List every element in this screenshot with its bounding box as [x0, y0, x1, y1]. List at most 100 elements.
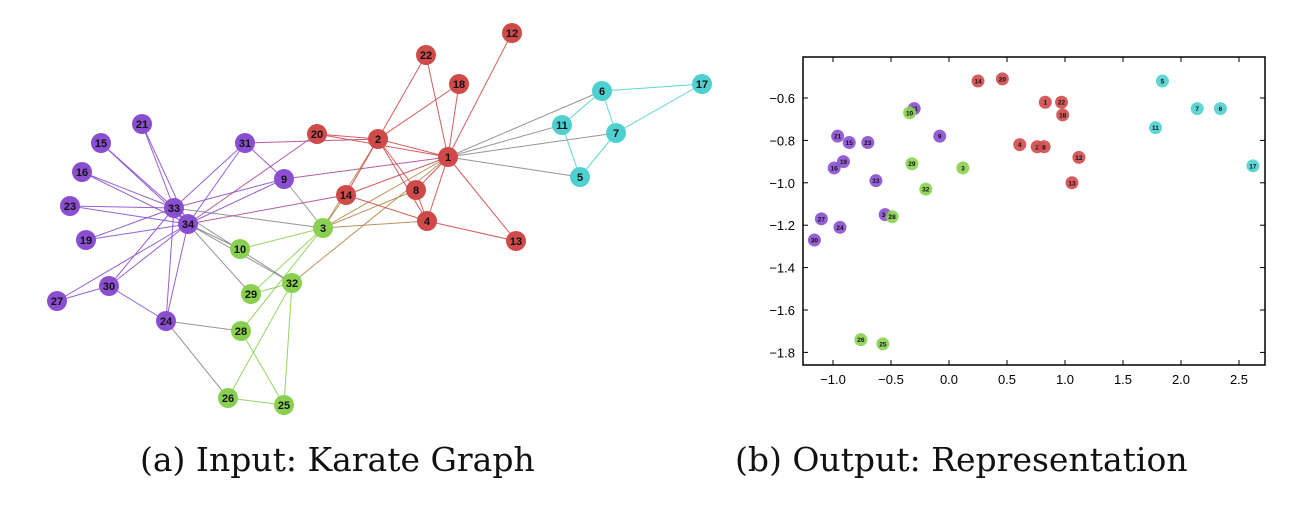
graph-edge [85, 207, 175, 241]
graph-node: 30 [99, 276, 119, 296]
graph-node: 14 [336, 185, 356, 205]
node-label: 5 [577, 172, 583, 184]
node-label: 18 [453, 79, 465, 91]
graph-edge [322, 156, 449, 229]
node-circle [692, 74, 712, 94]
graph-edge [250, 227, 324, 295]
scatter-point: 29 [905, 157, 919, 171]
node-circle [506, 231, 526, 251]
point-marker [1190, 102, 1204, 116]
node-circle [274, 395, 294, 415]
scatter-point: 1 [1038, 95, 1052, 109]
scatter-point: 22 [1055, 95, 1069, 109]
graph-node: 5 [570, 167, 590, 187]
node-label: 21 [136, 119, 148, 131]
point-label: 32 [922, 187, 930, 194]
graph-edge [615, 83, 703, 134]
graph-node: 27 [47, 291, 67, 311]
karate-graph-panel: 1 2 3 4 5 6 7 8 9 10 11 12 13 14 15 16 17 18 19 20 21 22 23 24 2… [0, 0, 740, 430]
node-label: 15 [95, 138, 107, 150]
graph-node: 21 [132, 114, 152, 134]
graph-edge [345, 138, 379, 196]
node-circle [274, 169, 294, 189]
point-marker [833, 220, 847, 234]
graph-edge [240, 330, 285, 406]
node-circle [76, 230, 96, 250]
graph-node: 12 [502, 23, 522, 43]
graph-edge [316, 133, 379, 140]
graph-edge [240, 227, 324, 332]
graph-node: 13 [506, 231, 526, 251]
point-label: 34 [882, 212, 890, 219]
node-circle [606, 123, 626, 143]
representation-scatter-panel: −1.0 −0.5 0.0 0.5 1.0 1.5 2.0 2.5 −0.6 −0.8 −1.0 −1… [740, 0, 1312, 430]
scatter-point: 25 [876, 337, 890, 351]
graph-node: 8 [406, 180, 426, 200]
graph-edge [187, 178, 285, 225]
graph-node: 31 [235, 133, 255, 153]
scatter-point: 18 [1056, 108, 1070, 122]
graph-edge [85, 223, 189, 241]
point-marker [971, 74, 985, 88]
graph-node: 10 [230, 239, 250, 259]
x-tick-label: 0.5 [998, 372, 1016, 387]
node-label: 1 [445, 152, 451, 164]
graph-edge [345, 194, 428, 222]
graph-edge [187, 223, 252, 295]
graph-edge [345, 156, 449, 196]
point-label: 11 [1152, 125, 1159, 132]
graph-edge [377, 83, 460, 140]
graph-nodes: 1234567891011121314151617181920212223242… [47, 23, 712, 415]
scatter-point: 9 [933, 129, 947, 143]
node-label: 22 [420, 50, 432, 62]
point-label: 1 [1043, 100, 1047, 107]
point-label: 22 [1058, 100, 1066, 107]
point-marker [995, 72, 1009, 86]
node-label: 24 [160, 316, 173, 328]
graph-edge [108, 285, 167, 322]
graph-node: 28 [231, 321, 251, 341]
point-label: 12 [1075, 155, 1083, 162]
scatter-points: 1420122184281213576111731921152319163334… [807, 72, 1260, 351]
graph-edge [173, 207, 324, 229]
graph-edge [56, 223, 189, 302]
node-label: 3 [320, 223, 326, 235]
point-marker [807, 233, 821, 247]
node-label: 30 [103, 281, 115, 293]
caption-input-karate-graph: (a) Input: Karate Graph [140, 440, 535, 479]
point-label: 16 [831, 165, 839, 172]
graph-edge [322, 138, 379, 229]
node-circle [235, 133, 255, 153]
point-label: 13 [1068, 180, 1076, 187]
node-label: 13 [510, 236, 522, 248]
graph-edge [108, 223, 189, 287]
x-tick-label: −1.0 [820, 372, 846, 387]
point-label: 29 [908, 161, 916, 168]
point-label: 14 [974, 79, 982, 86]
node-circle [592, 81, 612, 101]
point-marker [919, 182, 933, 196]
graph-node: 25 [274, 395, 294, 415]
node-circle [502, 23, 522, 43]
scatter-point: 12 [1072, 150, 1086, 164]
scatter-point: 3 [956, 161, 970, 175]
graph-node: 33 [164, 198, 184, 218]
y-tick-label: −1.6 [769, 303, 795, 318]
node-label: 28 [235, 326, 247, 338]
point-label: 3 [961, 165, 965, 172]
node-label: 31 [239, 138, 251, 150]
node-label: 17 [696, 79, 708, 91]
graph-edge [377, 138, 417, 191]
point-label: 2 [1035, 144, 1039, 151]
node-label: 34 [182, 219, 195, 231]
node-label: 10 [234, 244, 246, 256]
point-marker [1072, 150, 1086, 164]
scatter-point: 5 [1155, 74, 1169, 88]
graph-edge [187, 133, 318, 225]
point-marker [903, 106, 917, 120]
point-marker [861, 136, 875, 150]
node-circle [552, 115, 572, 135]
node-label: 4 [424, 216, 431, 228]
graph-edge [239, 227, 324, 250]
graph-node: 20 [307, 124, 327, 144]
